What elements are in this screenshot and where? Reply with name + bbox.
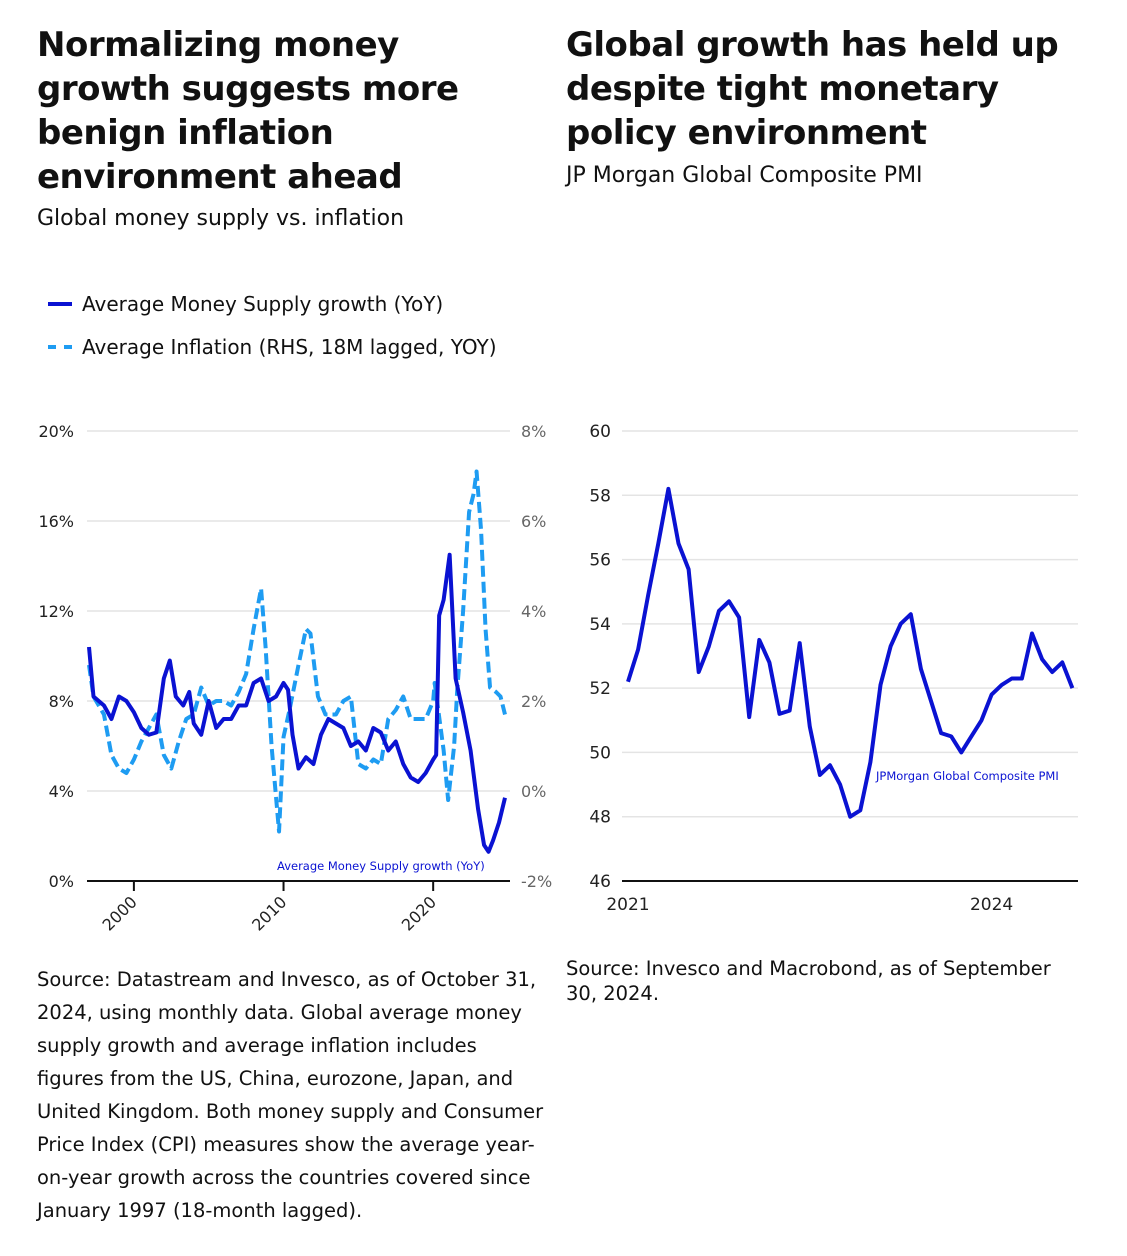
right-chart-subtitle: JP Morgan Global Composite PMI (566, 163, 923, 188)
y-tick-label: 54 (589, 615, 611, 635)
y-tick-label: 50 (589, 743, 611, 763)
y-tick-label: 48 (589, 808, 611, 828)
money-supply-series-line (87, 552, 507, 854)
legend-item-money-supply: Average Money Supply growth (YoY) (48, 292, 443, 316)
legend-label: Average Inflation (RHS, 18M lagged, YOY) (82, 335, 497, 359)
left-chart-subtitle: Global money supply vs. inflation (37, 206, 405, 231)
y-tick-label: 52 (589, 679, 611, 699)
series-annotation: Average Money Supply growth (YoY) (277, 859, 485, 873)
right-chart-title: Global growth has held up despite tight … (566, 23, 1059, 155)
x-tick-label: 2021 (606, 895, 649, 915)
x-tick-label: 2020 (398, 892, 440, 934)
title-line: benign inflation (37, 113, 334, 153)
source-line: supply growth and average inflation incl… (37, 1034, 477, 1057)
y-tick-label: 60 (589, 422, 611, 442)
title-line: despite tight monetary (566, 69, 999, 109)
x-tick-label: 2010 (248, 892, 290, 934)
y-right-tick-label: -2% (521, 872, 552, 891)
inflation-series-line (87, 469, 507, 834)
source-line: Source: Invesco and Macrobond, as of Sep… (566, 957, 1051, 980)
title-line: Global growth has held up (566, 25, 1059, 65)
legend-swatch-solid (48, 302, 72, 306)
left-chart-title: Normalizing money growth suggests more b… (37, 23, 459, 199)
y-tick-label: 46 (589, 872, 611, 892)
title-line: growth suggests more (37, 69, 459, 109)
pmi-series-line (626, 486, 1075, 819)
source-line: Price Index (CPI) measures show the aver… (37, 1133, 535, 1156)
title-line: policy environment (566, 113, 927, 153)
right-source-note: Source: Invesco and Macrobond, as of Sep… (566, 956, 1051, 1006)
left-source-note: Source: Datastream and Invesco, as of Oc… (37, 963, 543, 1227)
y-left-tick-label: 12% (38, 602, 74, 621)
y-right-tick-label: 2% (521, 692, 546, 711)
y-left-tick-label: 8% (49, 692, 74, 711)
legend-swatch-dashed (48, 345, 72, 349)
source-line: United Kingdom. Both money supply and Co… (37, 1100, 544, 1123)
y-right-tick-label: 4% (521, 602, 546, 621)
series-annotation: JPMorgan Global Composite PMI (875, 769, 1059, 783)
y-left-tick-label: 20% (38, 422, 74, 441)
y-tick-label: 56 (589, 551, 611, 571)
source-line: figures from the US, China, eurozone, Ja… (37, 1067, 514, 1090)
y-right-tick-label: 6% (521, 512, 546, 531)
y-right-tick-label: 0% (521, 782, 546, 801)
y-tick-label: 58 (589, 486, 611, 506)
y-left-tick-label: 0% (49, 872, 74, 891)
title-line: environment ahead (37, 157, 403, 197)
source-line: Source: Datastream and Invesco, as of Oc… (37, 968, 537, 991)
source-line: on-year growth across the countries cove… (37, 1166, 531, 1189)
x-tick-label: 2000 (98, 892, 140, 934)
source-line: 30, 2024. (566, 982, 660, 1005)
title-line: Normalizing money (37, 25, 399, 65)
y-left-tick-label: 4% (49, 782, 74, 801)
legend-item-inflation: Average Inflation (RHS, 18M lagged, YOY) (48, 335, 497, 359)
legend-label: Average Money Supply growth (YoY) (82, 292, 444, 316)
source-line: 2024, using monthly data. Global average… (37, 1001, 522, 1024)
y-right-tick-label: 8% (521, 422, 546, 441)
source-line: January 1997 (18-month lagged). (37, 1199, 363, 1222)
y-left-tick-label: 16% (38, 512, 74, 531)
x-tick-label: 2024 (970, 895, 1013, 915)
